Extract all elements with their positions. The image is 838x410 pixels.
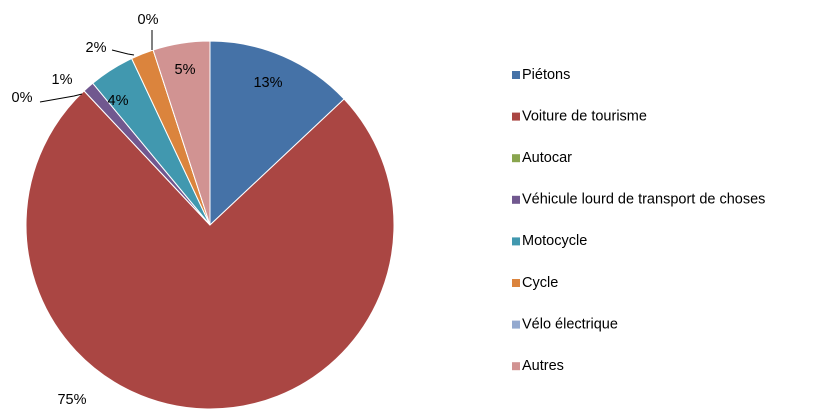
legend-swatch (512, 195, 520, 204)
legend-swatch (512, 154, 520, 163)
legend-label: Motocycle (522, 233, 587, 249)
legend-swatch (512, 112, 520, 121)
data-labels: 13% 75% 0% 1% 4% 2% 0% 5% (12, 12, 283, 408)
data-label: 0% (138, 12, 159, 28)
data-label: 2% (86, 40, 107, 56)
legend-swatch (512, 362, 520, 371)
pie (25, 40, 395, 410)
legend-label: Voiture de tourisme (522, 108, 647, 124)
pie-slice (25, 90, 395, 410)
legend-label: Piétons (522, 67, 570, 83)
pie-slice (209, 40, 345, 227)
legend-swatch (512, 279, 520, 287)
data-label: 13% (253, 75, 282, 91)
leader-line (39, 93, 83, 103)
data-label: 1% (52, 72, 73, 88)
legend-label: Véhicule lourd de transport de choses (522, 192, 765, 208)
legend-label: Autres (522, 358, 564, 374)
data-label: 0% (12, 90, 33, 106)
data-label: 75% (57, 392, 86, 408)
legend-swatch (512, 237, 520, 246)
legend-swatch (512, 71, 520, 79)
pie-slice (152, 40, 211, 226)
legend-swatch (512, 320, 520, 329)
legend-label: Autocar (522, 150, 572, 166)
legend-label: Cycle (522, 275, 558, 291)
data-label: 5% (175, 62, 196, 78)
legend: Piétons Voiture de tourisme Autocar Véhicul… (512, 67, 765, 374)
legend-label: Vélo électrique (522, 316, 618, 332)
leader-line (111, 49, 135, 56)
data-label: 4% (108, 93, 129, 109)
